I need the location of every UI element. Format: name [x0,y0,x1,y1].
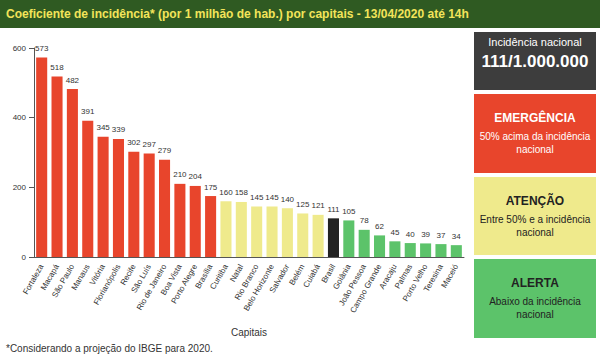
svg-text:40: 40 [406,230,415,239]
svg-text:Goiânia: Goiânia [331,262,353,292]
svg-text:Brasília: Brasília [193,262,215,291]
html-text:Coeficiente de incidência* (po: Coeficiente de incidência* (por 1 milhão… [6,7,469,21]
svg-text:145: 145 [250,193,264,202]
svg-text:Teresina: Teresina [422,262,445,293]
svg-text:345: 345 [96,123,110,132]
svg-text:Brasil: Brasil [319,262,338,285]
svg-text:204: 204 [189,172,203,181]
svg-text:200: 200 [13,183,27,192]
svg-text:39: 39 [421,230,430,239]
svg-text:105: 105 [342,207,356,216]
svg-text:400: 400 [13,113,27,122]
html-text:ALERTA: ALERTA [511,276,559,291]
svg-text:34: 34 [452,232,461,241]
html-text:Entre 50% e a incidência nacio: Entre 50% e a incidência nacional [479,213,591,238]
svg-text:Maceió: Maceió [440,262,461,289]
svg-text:Florianópolis: Florianópolis [92,263,122,307]
svg-text:Porto Velho: Porto Velho [401,262,430,303]
svg-text:339: 339 [112,125,126,134]
svg-text:62: 62 [375,222,384,231]
svg-text:Natal: Natal [228,262,246,284]
svg-text:Vitória: Vitória [88,262,107,287]
svg-text:111: 111 [327,205,340,214]
svg-text:Porto Alegre: Porto Alegre [169,262,200,306]
html-text:EMERGÊNCIA: EMERGÊNCIA [494,110,576,125]
svg-text:Rio de Janeiro: Rio de Janeiro [134,262,169,312]
svg-text:302: 302 [127,138,141,147]
svg-text:Cuiabá: Cuiabá [302,262,323,289]
svg-text:Macapá: Macapá [38,262,61,292]
html-text:*Considerando a projeção do IB: *Considerando a projeção do IBGE para 20… [6,343,213,354]
svg-text:145: 145 [265,193,279,202]
svg-text:Rio Branco: Rio Branco [233,262,261,302]
svg-text:121: 121 [311,201,325,210]
svg-text:573: 573 [35,44,49,53]
svg-text:São Luís: São Luís [129,262,154,295]
svg-text:600: 600 [13,44,27,53]
svg-text:São Paulo: São Paulo [50,262,77,300]
svg-text:158: 158 [235,188,249,197]
svg-text:Belém: Belém [287,262,307,287]
svg-text:175: 175 [204,183,218,192]
svg-text:391: 391 [81,107,95,116]
html-text:ATENÇÃO: ATENÇÃO [505,193,565,208]
svg-text:140: 140 [281,195,295,204]
svg-text:279: 279 [158,146,172,155]
svg-text:Palmas: Palmas [393,262,415,291]
svg-text:Belo Horizonte: Belo Horizonte [242,262,276,313]
svg-text:160: 160 [219,188,233,197]
html-text:Abaixo da incidência nacional: Abaixo da incidência nacional [489,296,581,321]
html-text:111/1.000.000: 111/1.000.000 [481,52,589,71]
svg-text:210: 210 [173,170,187,179]
svg-text:Aracaju: Aracaju [377,262,399,291]
svg-text:125: 125 [296,200,310,209]
svg-text:518: 518 [50,63,64,72]
html-text:50% acima da incidência nacion: 50% acima da incidência nacional [479,130,591,155]
svg-text:37: 37 [437,231,446,240]
svg-text:Salvador: Salvador [268,262,292,294]
svg-text:297: 297 [142,140,156,149]
svg-text:Boa Vista: Boa Vista [159,262,184,297]
svg-text:0: 0 [22,253,27,262]
svg-text:Campo Grande: Campo Grande [348,262,383,314]
svg-text:45: 45 [390,228,399,237]
svg-text:João Pessoa: João Pessoa [337,262,369,308]
svg-text:482: 482 [66,76,80,85]
svg-text:Fortaleza: Fortaleza [21,262,46,296]
svg-text:Curitiba: Curitiba [208,262,230,291]
svg-text:Manaus: Manaus [70,263,92,292]
svg-text:Recife: Recife [118,262,138,287]
svg-text:Capitais: Capitais [231,327,267,338]
html-text:Incidência nacional: Incidência nacional [488,36,582,48]
svg-text:78: 78 [360,216,369,225]
